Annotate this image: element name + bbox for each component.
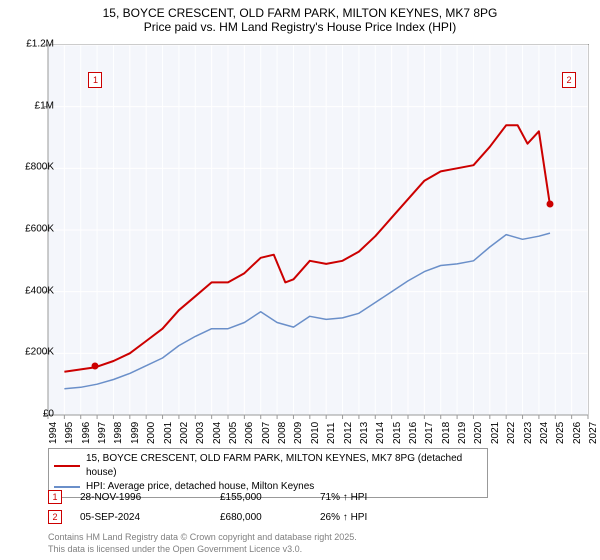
legend-swatch xyxy=(54,465,80,467)
footer-line-2: This data is licensed under the Open Gov… xyxy=(48,544,302,554)
x-tick-label: 2001 xyxy=(163,422,174,444)
x-tick-label: 1996 xyxy=(81,422,92,444)
x-tick-label: 2014 xyxy=(375,422,386,444)
marker-price: £155,000 xyxy=(220,492,320,503)
footer-line-1: Contains HM Land Registry data © Crown c… xyxy=(48,532,357,542)
x-tick-label: 1994 xyxy=(48,422,59,444)
x-tick-label: 2000 xyxy=(146,422,157,444)
x-tick-label: 2019 xyxy=(457,422,468,444)
legend-swatch xyxy=(54,486,80,488)
y-tick-label: £0 xyxy=(43,409,54,420)
x-tick-label: 2006 xyxy=(244,422,255,444)
marker-table-row: 1 28-NOV-1996 £155,000 71% ↑ HPI xyxy=(48,490,420,504)
chart-container: 15, BOYCE CRESCENT, OLD FARM PARK, MILTO… xyxy=(0,0,600,560)
x-tick-label: 2015 xyxy=(392,422,403,444)
x-tick-label: 2016 xyxy=(408,422,419,444)
x-tick-label: 2023 xyxy=(523,422,534,444)
marker-price: £680,000 xyxy=(220,512,320,523)
marker-date: 05-SEP-2024 xyxy=(80,512,220,523)
marker-flag: 1 xyxy=(88,72,102,88)
x-tick-label: 1997 xyxy=(97,422,108,444)
y-tick-label: £800K xyxy=(25,162,54,173)
title-line-2: Price paid vs. HM Land Registry's House … xyxy=(10,20,590,34)
x-tick-label: 2020 xyxy=(473,422,484,444)
x-tick-label: 2021 xyxy=(490,422,501,444)
x-tick-label: 2018 xyxy=(441,422,452,444)
x-tick-label: 2027 xyxy=(588,422,599,444)
x-tick-label: 2022 xyxy=(506,422,517,444)
marker-badge: 1 xyxy=(48,490,62,504)
x-tick-label: 1995 xyxy=(64,422,75,444)
marker-delta: 71% ↑ HPI xyxy=(320,492,420,503)
plot-area xyxy=(48,44,589,415)
marker-badge: 2 xyxy=(48,510,62,524)
x-tick-label: 2008 xyxy=(277,422,288,444)
x-tick-label: 1998 xyxy=(113,422,124,444)
y-tick-label: £400K xyxy=(25,285,54,296)
x-tick-label: 2009 xyxy=(293,422,304,444)
legend-label: 15, BOYCE CRESCENT, OLD FARM PARK, MILTO… xyxy=(86,452,482,480)
y-tick-label: £1.2M xyxy=(26,39,54,50)
x-tick-label: 2010 xyxy=(310,422,321,444)
x-tick-label: 2011 xyxy=(326,422,337,444)
x-tick-label: 2025 xyxy=(555,422,566,444)
y-tick-label: £200K xyxy=(25,347,54,358)
legend-item: 15, BOYCE CRESCENT, OLD FARM PARK, MILTO… xyxy=(54,452,482,480)
x-tick-label: 2024 xyxy=(539,422,550,444)
chart-title: 15, BOYCE CRESCENT, OLD FARM PARK, MILTO… xyxy=(0,0,600,36)
marker-date: 28-NOV-1996 xyxy=(80,492,220,503)
x-tick-label: 2012 xyxy=(343,422,354,444)
plot-svg xyxy=(48,45,588,415)
marker-dot xyxy=(547,201,554,208)
x-tick-label: 2005 xyxy=(228,422,239,444)
x-tick-label: 2026 xyxy=(572,422,583,444)
marker-table-row: 2 05-SEP-2024 £680,000 26% ↑ HPI xyxy=(48,510,420,524)
marker-flag: 2 xyxy=(562,72,576,88)
x-tick-label: 2007 xyxy=(261,422,272,444)
y-tick-label: £600K xyxy=(25,224,54,235)
marker-dot xyxy=(92,363,99,370)
x-tick-label: 2013 xyxy=(359,422,370,444)
x-tick-label: 1999 xyxy=(130,422,141,444)
x-tick-label: 2003 xyxy=(195,422,206,444)
y-tick-label: £1M xyxy=(35,100,54,111)
marker-delta: 26% ↑ HPI xyxy=(320,512,420,523)
title-line-1: 15, BOYCE CRESCENT, OLD FARM PARK, MILTO… xyxy=(10,6,590,20)
x-tick-label: 2004 xyxy=(212,422,223,444)
x-tick-label: 2002 xyxy=(179,422,190,444)
x-tick-label: 2017 xyxy=(424,422,435,444)
